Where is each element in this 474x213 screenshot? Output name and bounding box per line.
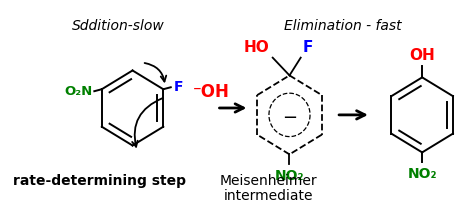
Text: intermediate: intermediate <box>223 189 313 203</box>
Text: NO₂: NO₂ <box>408 167 437 181</box>
Text: F: F <box>302 40 313 55</box>
Text: HO: HO <box>244 40 270 55</box>
Text: Sddition-slow: Sddition-slow <box>72 19 165 33</box>
Text: rate-determining step: rate-determining step <box>13 174 186 188</box>
Text: ⁻OH: ⁻OH <box>193 83 230 101</box>
Text: O₂N: O₂N <box>64 85 92 98</box>
Text: NO₂: NO₂ <box>275 169 304 183</box>
Text: Elimination - fast: Elimination - fast <box>284 19 401 33</box>
Text: Meisenheimer: Meisenheimer <box>219 174 317 188</box>
Text: F: F <box>173 80 183 94</box>
Text: −: − <box>282 109 297 127</box>
Text: OH: OH <box>409 47 435 63</box>
